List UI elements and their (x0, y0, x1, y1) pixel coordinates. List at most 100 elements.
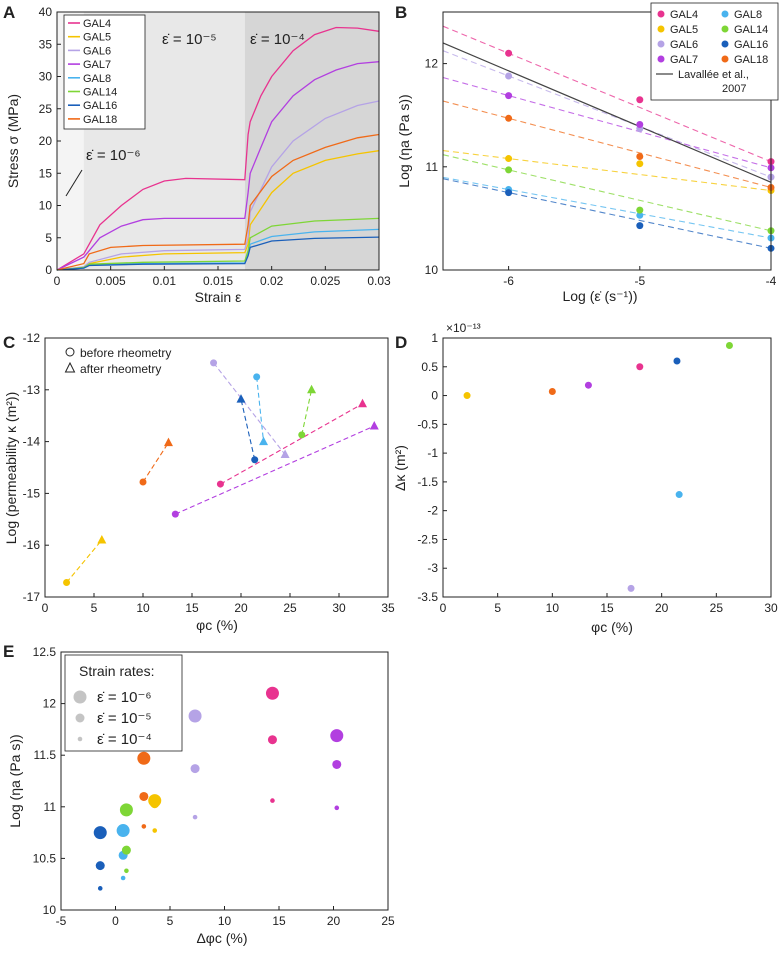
viscosity-point-gal14 (505, 166, 513, 174)
panel-letter: C (3, 333, 15, 352)
y-axis-label: Log (ηa (Pa s)) (7, 734, 23, 827)
y-axis-label: Δκ (m²) (392, 445, 408, 491)
legend-size-marker (77, 736, 83, 742)
rate-point-gal8 (120, 875, 126, 881)
x-axis-label: φc (%) (591, 619, 633, 635)
legend-entry: GAL6 (670, 39, 698, 51)
legend-entry-lavallee: Lavallée et al., 2007 (678, 69, 749, 95)
viscosity-point-gal4 (636, 96, 644, 104)
x-tick-label: 5 (167, 914, 174, 928)
legend-entry: GAL18 (734, 54, 768, 66)
x-tick-label: 25 (283, 601, 297, 615)
y-tick-label: 1 (431, 331, 438, 345)
axes-frame (442, 11, 772, 271)
fit-line-gal16 (442, 178, 772, 249)
x-tick-label: 15 (600, 601, 614, 615)
legend-marker-gal6 (657, 40, 665, 48)
legend-entry: GAL18 (83, 114, 117, 126)
y-tick-label: -16 (23, 538, 41, 552)
before-point-gal18 (139, 478, 147, 486)
y-tick-label: -2.5 (417, 532, 438, 546)
y-tick-label: 11 (426, 160, 439, 174)
y-tick-label: -15 (23, 486, 41, 500)
y-scale-exponent: ×10⁻¹³ (446, 321, 481, 335)
viscosity-point-gal18 (505, 114, 513, 122)
before-point-gal5 (63, 578, 71, 586)
y-tick-label: 15 (39, 166, 53, 180)
viscosity-point-gal6 (505, 72, 513, 80)
legend-marker-gal5 (657, 25, 665, 33)
fit-line-gal8 (442, 176, 772, 239)
rate-point-gal16 (93, 826, 107, 840)
permeability-link-gal14 (301, 389, 313, 435)
y-tick-label: 11.5 (34, 748, 57, 762)
y-tick-label: 0 (431, 389, 438, 403)
y-tick-label: 12.5 (33, 645, 57, 659)
strain-rate-region (244, 12, 379, 270)
panel-c: 0 5 10 15 20 25 30 35 -17 -16 -15 -14 -13 -12 φc (%) Lo… (3, 331, 395, 633)
x-axis-label: φc (%) (196, 617, 238, 633)
rate-point-gal18 (141, 824, 147, 829)
x-tick-label: -5 (634, 274, 645, 288)
delta-k-point-gal5 (463, 392, 471, 400)
viscosity-point-gal18 (636, 152, 644, 160)
x-tick-label: 25 (381, 914, 395, 928)
viscosity-point-gal5 (636, 160, 644, 168)
delta-k-point-gal7 (584, 381, 592, 389)
x-tick-label: 25 (710, 601, 724, 615)
rate-point-gal14 (124, 868, 129, 874)
after-point-gal8 (259, 436, 269, 446)
x-tick-label: 10 (218, 914, 232, 928)
rate-point-gal8 (116, 824, 130, 838)
fit-line-gal4 (442, 25, 772, 163)
x-tick-label: 35 (381, 601, 395, 615)
legend-entry: GAL7 (83, 59, 111, 71)
y-tick-label: 40 (39, 5, 53, 19)
legend-box (64, 654, 183, 752)
delta-k-point-gal14 (725, 341, 733, 349)
before-point-gal16 (251, 456, 259, 464)
x-tick-label: 20 (655, 601, 669, 615)
viscosity-point-gal7 (505, 92, 513, 100)
before-point-gal14 (298, 431, 306, 439)
legend-entry: GAL8 (83, 73, 111, 85)
legend-entry: GAL6 (83, 45, 111, 57)
delta-k-point-gal6 (627, 584, 635, 592)
y-tick-label: 0 (45, 263, 52, 277)
after-point-gal7 (369, 421, 379, 430)
rate-point-gal6 (190, 764, 200, 774)
rate-point-gal14 (119, 803, 133, 817)
permeability-link-gal7 (175, 425, 375, 515)
y-tick-label: 0.5 (421, 360, 438, 374)
viscosity-point-gal16 (636, 222, 644, 230)
panel-letter: B (395, 3, 407, 22)
fit-line-gal6 (442, 50, 772, 178)
rate-point-gal7 (332, 759, 342, 769)
x-tick-label: 0 (112, 914, 119, 928)
legend-marker-gal14 (721, 25, 729, 33)
delta-k-point-gal16 (673, 357, 681, 365)
legend-entry: ε̇ = 10⁻⁵ (97, 710, 152, 727)
rate-label-1e-6: ε̇ = 10⁻⁶ (86, 147, 141, 164)
y-tick-label: 25 (39, 102, 53, 116)
x-tick-label: 20 (234, 601, 248, 615)
x-tick-label: 0.015 (203, 274, 233, 288)
y-tick-label: -12 (23, 331, 41, 345)
before-point-gal8 (253, 373, 261, 381)
before-point-gal4 (216, 480, 224, 488)
rate-label-1e-4: ε̇ = 10⁻⁴ (250, 31, 305, 48)
permeability-link-gal16 (240, 399, 256, 460)
after-point-gal4 (358, 398, 368, 408)
x-tick-label: 20 (327, 914, 341, 928)
y-tick-label: -1 (427, 446, 438, 460)
rate-point-gal6 (192, 814, 198, 820)
rate-point-gal14 (121, 845, 131, 855)
legend-size-marker (75, 713, 85, 723)
y-tick-label: -14 (23, 435, 41, 449)
fit-line-gal14 (442, 154, 772, 232)
x-axis-label: Log (ε̇ (s⁻¹)) (562, 288, 637, 304)
legend-entry: GAL7 (670, 54, 698, 66)
legend-entry: GAL14 (734, 24, 768, 36)
